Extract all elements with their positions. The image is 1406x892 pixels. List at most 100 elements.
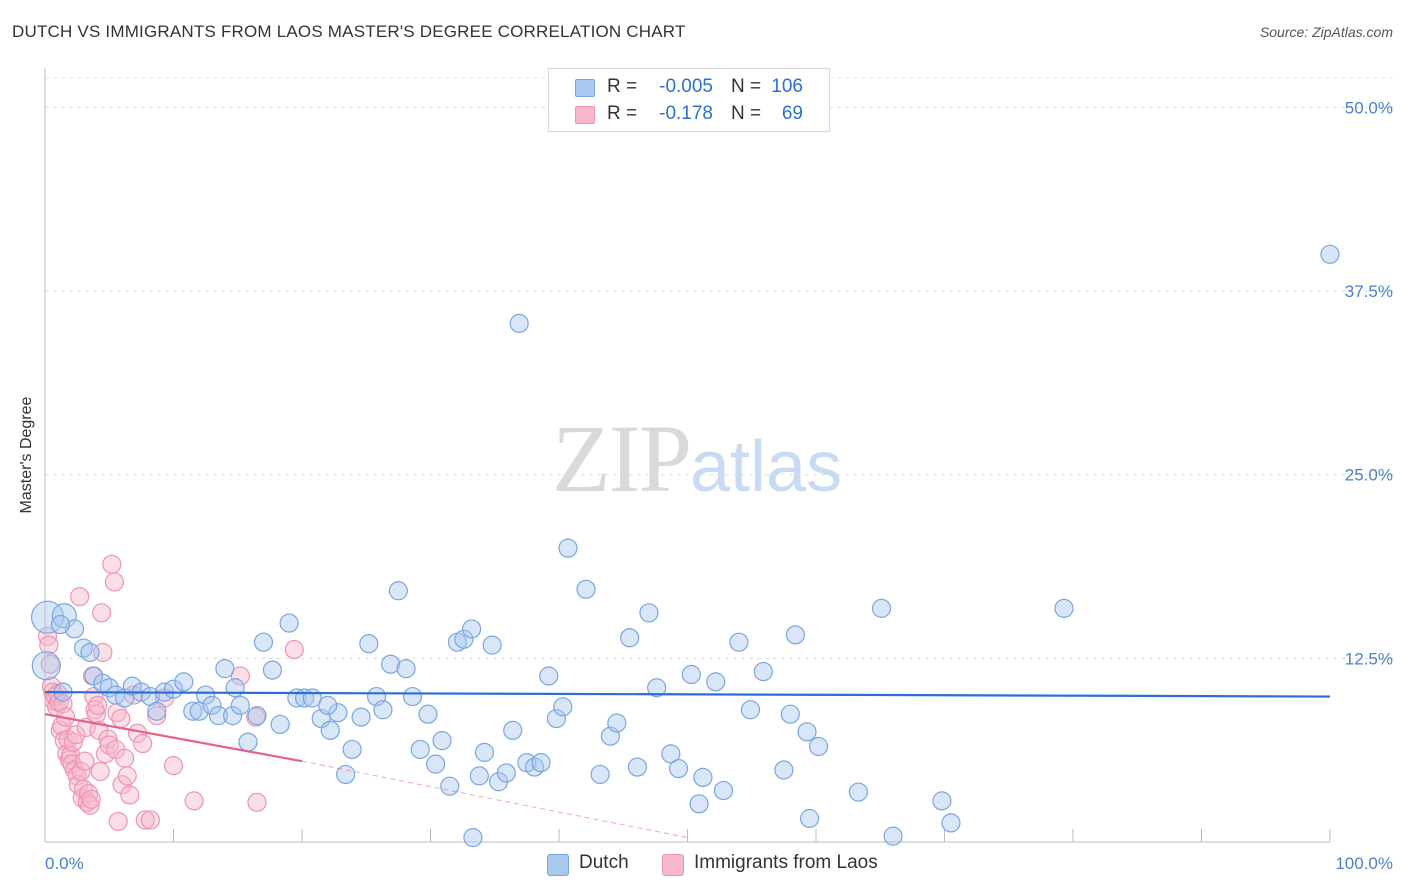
y-tick-label: 37.5% [1345,282,1393,301]
dutch-point [64,619,85,639]
legend-dutch-n-value: 106 [771,76,803,97]
dutch-point [163,679,184,699]
dutch-point [51,603,77,629]
dutch-point [797,722,817,742]
dutch-point [80,642,100,663]
dutch-point [503,720,523,740]
laos-point [104,572,124,592]
dutch-point [230,695,250,715]
dutch-point [553,697,573,717]
dutch-point [50,614,71,635]
dutch-point [215,659,235,679]
bottom-legend-swatch-laos [662,854,684,876]
bottom-legend-label-laos: Immigrants from Laos [694,852,878,873]
laos-point [117,766,137,786]
dutch-point [270,714,290,735]
dutch-point [639,603,659,623]
dutch-point [279,613,299,633]
dutch-point [418,704,438,724]
dutch-point [426,754,446,774]
dutch-point [590,764,610,785]
dutch-point [238,732,258,752]
bottom-legend-swatch-dutch [547,854,569,876]
dutch-point [223,706,243,726]
dutch-point [388,581,408,601]
legend-swatch-dutch [575,79,595,97]
dutch-point [713,780,734,801]
laos-point [41,676,62,696]
laos-point [66,725,86,745]
tick-labels: 12.5% 25.0% 37.5% 50.0% 0.0% 100.0% [45,98,1393,873]
dutch-point [780,704,800,724]
dutch-point [454,629,474,649]
dutch-point [729,632,749,652]
laos-point [70,587,90,607]
x-tick-label: 0.0% [45,854,84,873]
laos-point [88,695,108,715]
laos-point [140,810,160,830]
x-tick-label: 100.0% [1335,854,1393,873]
laos-point [39,635,59,655]
laos-point [163,755,184,776]
dutch-point [871,598,892,618]
dutch-point [808,736,829,757]
watermark: ZIPatlas [552,403,842,514]
dutch-point [183,701,203,721]
dutch-point [740,700,761,720]
dutch-point [941,813,961,833]
dutch-point [848,782,869,802]
dutch-point [689,794,709,814]
bottom-legend-label-dutch: Dutch [579,852,629,873]
dutch-point [147,701,167,721]
laos-point [90,761,110,782]
dutch-point [463,827,483,848]
dutch-point [440,776,460,796]
legend-laos-r-value: -0.178 [659,103,713,124]
laos-point [284,639,304,660]
dutch-point [668,758,689,779]
dutch-point [342,739,362,760]
laos-point [98,729,118,749]
y-tick-label: 25.0% [1345,466,1393,485]
legend: R = -0.005 N = 106 R = -0.178 N = 69 [548,68,830,132]
dutch-point [932,791,952,811]
dutch-point [247,706,267,726]
dutch-point [1054,598,1074,618]
grid [45,77,1394,659]
y-tick-label: 50.0% [1345,98,1393,117]
laos-point [184,791,204,811]
legend-swatch-laos [575,106,595,124]
dutch-point [1320,244,1340,264]
dutch-point [627,757,647,777]
legend-dutch-r-value: -0.005 [659,76,713,97]
dutch-point [546,708,567,729]
laos-point [120,785,140,805]
laos-point [133,733,153,754]
dutch-point [753,661,773,682]
laos-point [112,775,132,795]
dutch-point [208,706,229,726]
legend-dutch-r-label: R = [607,76,638,97]
laos-point [80,795,100,815]
dutch-point [318,695,338,715]
dutch-point [474,742,495,762]
trend-lines [44,691,1331,839]
dutch-trend-line [44,691,1331,698]
dutch-point [496,763,516,783]
legend-laos-n-label: N = [731,103,762,124]
dutch-point [681,664,701,685]
dutch-point [620,628,640,648]
dutch-point [253,632,274,652]
laos-point [246,707,266,727]
laos-point [63,732,83,752]
dutch-point [351,707,371,727]
dutch-point [509,313,529,333]
dutch-point [174,672,194,692]
legend-dutch-n-label: N = [731,76,762,97]
dutch-point [320,720,340,740]
laos-point [102,554,122,574]
dutch-point [482,635,502,655]
dutch-point [196,685,216,705]
laos-point [108,811,128,832]
laos-point [247,792,267,812]
